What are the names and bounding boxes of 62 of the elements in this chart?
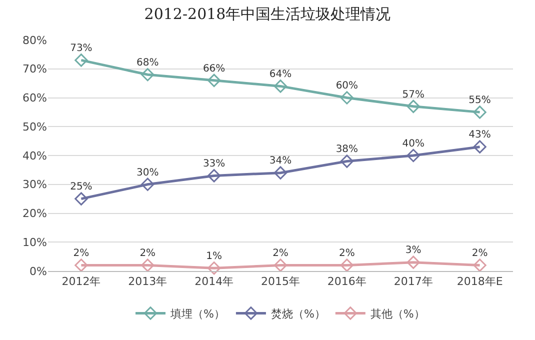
data-label: 66% <box>202 63 226 74</box>
point <box>406 100 420 114</box>
point <box>473 106 486 119</box>
y-tick-label: 60% <box>22 92 47 105</box>
data-label: 73% <box>70 43 92 54</box>
legend-label: 填埋（%） <box>170 308 225 321</box>
point <box>473 140 486 154</box>
data-label: 55% <box>468 95 491 106</box>
x-tick-label: 2012年 <box>62 275 101 288</box>
point <box>207 74 221 88</box>
x-tick-label: 2015年 <box>261 275 300 288</box>
data-label: 2% <box>140 248 156 260</box>
point <box>340 258 354 272</box>
y-tick-label: 10% <box>22 236 47 249</box>
point <box>274 80 288 93</box>
point <box>274 166 288 180</box>
data-label: 43% <box>468 130 491 141</box>
chart-title: 2012-2018年中国生活垃圾处理情况 <box>144 5 391 23</box>
point <box>340 91 354 104</box>
y-tick-label: 30% <box>22 178 47 192</box>
point <box>141 258 154 272</box>
point <box>141 68 154 82</box>
x-tick-label: 2014年 <box>194 275 234 288</box>
data-label: 2% <box>73 248 90 260</box>
point <box>207 262 221 275</box>
data-label: 2% <box>472 248 488 260</box>
y-tick-label: 70% <box>22 62 47 76</box>
x-tick-label: 2017年 <box>394 275 433 288</box>
data-label: 2% <box>338 248 355 260</box>
legend-label: 其他（%） <box>370 308 425 321</box>
data-label: 57% <box>402 89 424 100</box>
point <box>340 154 354 168</box>
data-label: 40% <box>402 138 424 150</box>
point <box>207 169 221 182</box>
data-label: 38% <box>336 144 358 156</box>
x-tick-label: 2013年 <box>128 275 168 288</box>
y-tick-label: 80% <box>22 34 47 47</box>
y-tick-label: 0% <box>30 264 47 278</box>
point <box>406 148 420 162</box>
point <box>141 178 154 191</box>
data-label: 30% <box>136 167 159 178</box>
data-label: 3% <box>405 245 422 256</box>
point <box>473 258 486 272</box>
data-label: 64% <box>269 69 292 80</box>
point <box>274 258 288 272</box>
data-label: 1% <box>206 250 222 262</box>
point <box>74 54 88 67</box>
data-label: 25% <box>70 182 92 193</box>
data-label: 68% <box>136 58 159 69</box>
y-tick-label: 50% <box>22 120 47 134</box>
data-label: 34% <box>269 156 292 167</box>
point <box>74 192 88 206</box>
data-label: 60% <box>336 80 358 92</box>
y-tick-label: 40% <box>22 149 47 162</box>
x-tick-label: 2018年E <box>456 275 503 288</box>
x-tick-label: 2016年 <box>327 275 366 288</box>
legend-label: 焚烧（%） <box>270 308 326 321</box>
point <box>74 258 88 272</box>
point <box>406 256 420 269</box>
y-tick-label: 20% <box>22 207 47 220</box>
data-label: 2% <box>272 248 288 260</box>
data-label: 33% <box>202 158 226 170</box>
